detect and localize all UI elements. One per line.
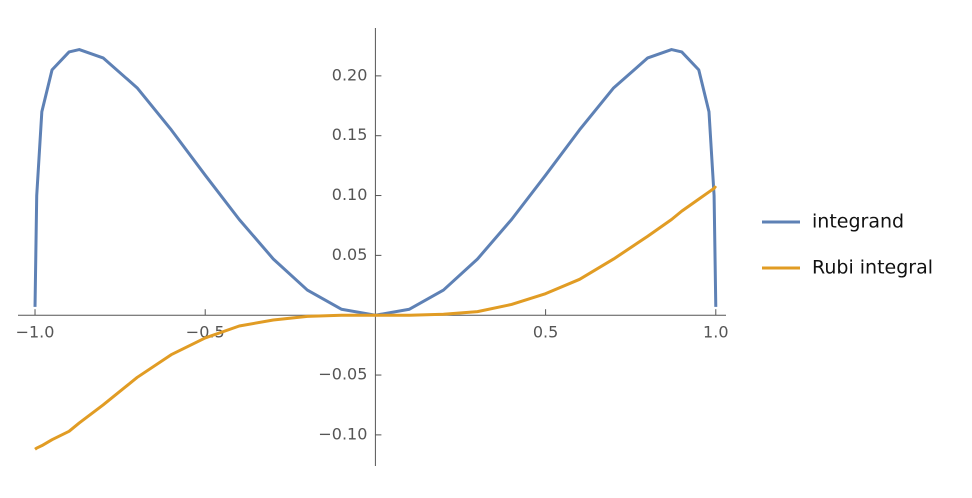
y-tick-label: 0.05 <box>332 245 368 264</box>
legend-label: Rubi integral <box>812 257 933 279</box>
series-line <box>34 185 718 451</box>
x-tick-label: 0.5 <box>533 323 558 342</box>
y-tick-label: 0.15 <box>332 125 368 144</box>
x-tick-label: −0.5 <box>186 323 225 342</box>
y-tick-label: −0.10 <box>318 424 367 443</box>
legend-label: integrand <box>812 211 904 233</box>
y-tick-label: 0.20 <box>332 65 368 84</box>
y-tick-label: −0.05 <box>318 365 367 384</box>
x-tick-label: 1.0 <box>703 323 728 342</box>
x-tick-label: −1.0 <box>16 323 55 342</box>
y-tick-label: 0.10 <box>332 185 368 204</box>
